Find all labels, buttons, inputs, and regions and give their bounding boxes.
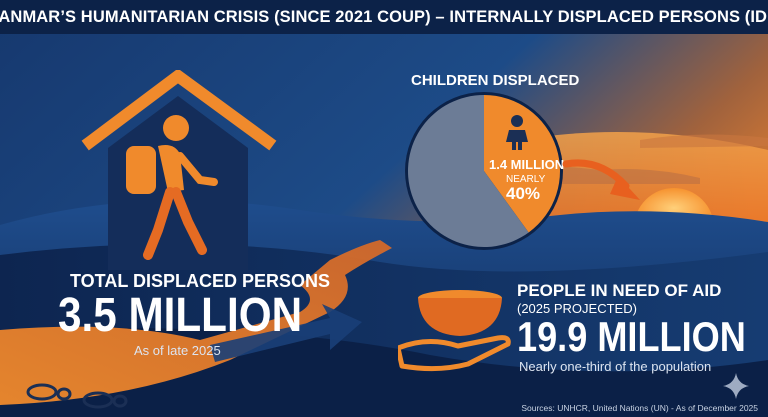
total-displaced-note: As of late 2025 <box>134 343 221 358</box>
bowl-hand-icon <box>398 290 511 372</box>
children-share-label: NEARLY <box>506 174 546 185</box>
total-displaced-value: 3.5 MILLION <box>58 289 303 342</box>
children-value: 1.4 MILLION <box>489 157 565 172</box>
children-share-value: 40% <box>506 184 541 203</box>
refugee-backpack-icon <box>126 115 218 260</box>
pie-slice-0 <box>484 95 560 233</box>
arrow-icon <box>562 159 640 200</box>
pie-slice-1 <box>408 95 529 247</box>
children-displaced-label: CHILDREN DISPLACED <box>411 72 580 89</box>
aid-sublabel: (2025 PROJECTED) <box>517 301 637 316</box>
page-title: MYANMAR’S HUMANITARIAN CRISIS (SINCE 202… <box>0 7 768 26</box>
sparkle-icon <box>723 373 749 399</box>
aid-label: PEOPLE IN NEED OF AID <box>517 281 722 300</box>
child-icon <box>506 115 528 150</box>
title-bar: MYANMAR’S HUMANITARIAN CRISIS (SINCE 202… <box>0 0 768 34</box>
aid-value: 19.9 MILLION <box>517 313 746 360</box>
aid-note: Nearly one-third of the population <box>519 359 712 374</box>
sources-note: Sources: UNHCR, United Nations (UN) - As… <box>521 403 758 413</box>
footprints-icon <box>26 383 128 409</box>
total-displaced-label: TOTAL DISPLACED PERSONS <box>70 271 331 291</box>
